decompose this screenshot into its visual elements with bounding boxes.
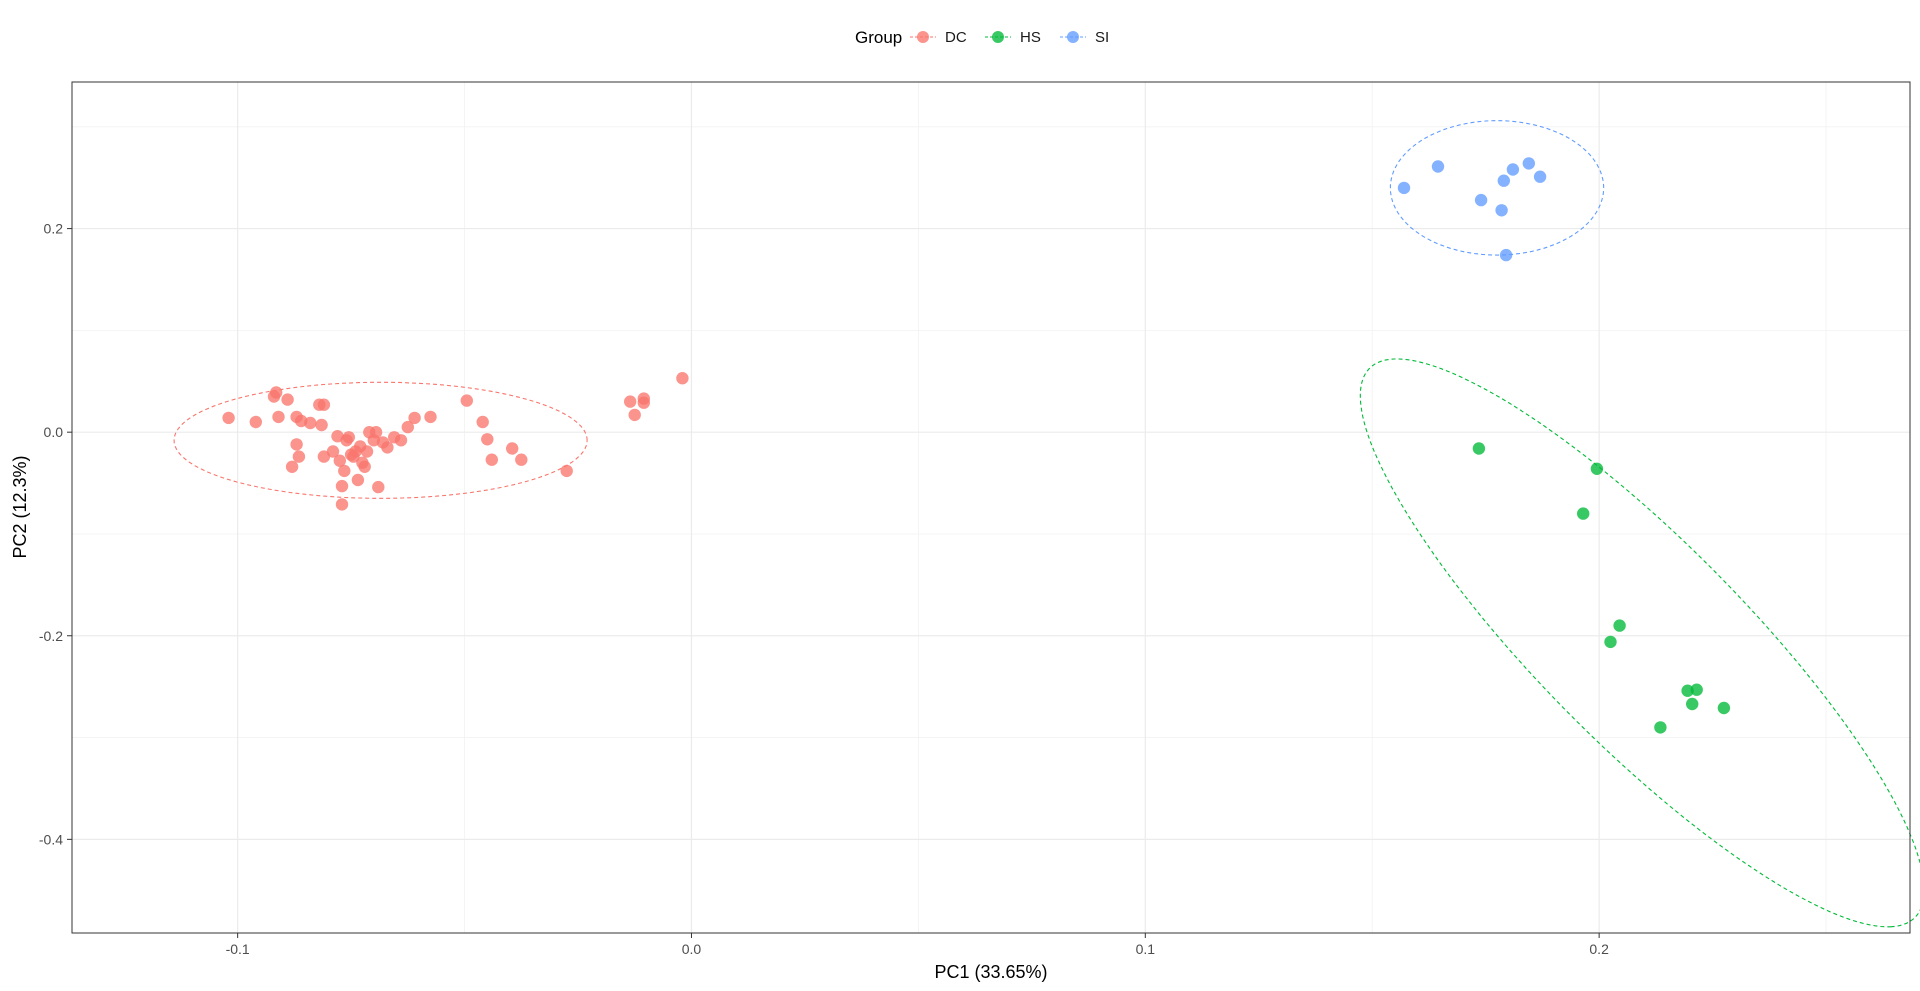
plot-border: [71, 81, 1911, 934]
series-hs: [1472, 442, 1731, 734]
x-tick-label: 0.2: [1589, 941, 1609, 957]
data-point-dc: [281, 393, 294, 406]
y-tick-label: 0.0: [44, 424, 64, 440]
data-point-dc: [369, 426, 383, 439]
legend-key-dot: [992, 31, 1004, 43]
data-point-si: [1397, 181, 1411, 195]
legend-item-dc: DC: [910, 29, 967, 46]
plot-panel: [72, 82, 1910, 933]
data-point-dc: [315, 418, 328, 432]
data-point-dc: [481, 433, 494, 446]
data-point-si: [1431, 160, 1445, 173]
data-point-dc: [342, 431, 355, 444]
grid-minor: [72, 82, 1910, 933]
data-point-dc: [360, 445, 374, 458]
data-point-hs: [1613, 619, 1626, 632]
data-point-dc: [272, 410, 285, 424]
data-point-si: [1499, 248, 1513, 262]
data-point-hs: [1604, 635, 1617, 649]
data-point-dc: [506, 442, 519, 455]
series-si: [1397, 157, 1547, 262]
data-point-dc: [292, 450, 306, 463]
data-point-hs: [1690, 683, 1703, 696]
ellipse-dc: [173, 381, 588, 499]
y-tick-label: 0.2: [44, 221, 64, 237]
legend-item-si: SI: [1060, 29, 1109, 46]
y-tick-label: -0.2: [39, 628, 63, 644]
legend-key-dot: [1067, 31, 1079, 43]
legend-title: Group: [855, 28, 902, 47]
data-point-dc: [476, 415, 489, 429]
x-tick-label: -0.1: [226, 941, 250, 957]
data-point-dc: [637, 396, 650, 409]
x-tick-label: 0.0: [682, 941, 702, 957]
data-point-dc: [408, 411, 421, 425]
data-point-dc: [358, 460, 371, 473]
data-point-dc: [460, 394, 473, 407]
ellipse-hs: [1359, 358, 1920, 928]
ellipse-si: [1389, 120, 1605, 256]
data-point-dc: [424, 410, 437, 424]
data-point-dc: [333, 454, 346, 467]
data-point-dc: [676, 372, 689, 385]
y-axis-ticks: -0.4 -0.2 0.0 0.2: [39, 221, 72, 847]
x-axis-ticks: -0.1 0.0 0.1 0.2: [226, 933, 1609, 957]
data-point-dc: [326, 445, 340, 458]
data-point-dc: [372, 480, 385, 494]
data-point-si: [1495, 204, 1508, 217]
data-point-dc: [285, 460, 299, 473]
legend: Group DC HS SI: [855, 28, 1109, 47]
data-point-dc: [249, 415, 262, 429]
y-tick-label: -0.4: [39, 831, 63, 847]
grid-major: [72, 82, 1910, 933]
data-point-dc: [222, 411, 235, 425]
confidence-ellipses: [173, 120, 1920, 928]
data-point-dc: [304, 416, 317, 430]
data-point-dc: [317, 450, 331, 463]
data-point-si: [1474, 193, 1488, 207]
data-point-dc: [317, 398, 331, 411]
x-tick-label: 0.1: [1136, 941, 1156, 957]
legend-item-hs: HS: [985, 29, 1041, 46]
legend-key-dot: [917, 31, 929, 43]
data-point-hs: [1681, 684, 1694, 697]
legend-label: SI: [1095, 29, 1109, 46]
legend-label: DC: [945, 29, 967, 46]
data-point-dc: [401, 420, 414, 434]
data-point-si: [1506, 163, 1520, 176]
data-point-dc: [351, 473, 365, 487]
data-points: [222, 157, 1731, 734]
data-point-hs: [1577, 507, 1590, 520]
data-point-dc: [628, 408, 641, 422]
data-point-hs: [1472, 442, 1486, 455]
data-point-dc: [335, 498, 349, 511]
data-point-dc: [624, 395, 637, 408]
x-axis-title: PC1 (33.65%): [934, 962, 1047, 982]
data-point-dc: [515, 453, 528, 466]
data-point-si: [1497, 174, 1511, 187]
data-point-dc: [381, 441, 394, 454]
data-point-hs: [1590, 462, 1604, 475]
data-point-dc: [485, 453, 498, 466]
data-point-hs: [1686, 697, 1699, 711]
data-point-hs: [1654, 721, 1667, 734]
legend-label: HS: [1020, 29, 1041, 46]
data-point-dc: [270, 386, 283, 399]
data-point-si: [1522, 157, 1536, 170]
data-point-dc: [560, 464, 573, 478]
y-axis-title: PC2 (12.3%): [10, 455, 30, 558]
legend-items: DC HS SI: [910, 29, 1109, 46]
series-dc: [222, 372, 689, 511]
data-point-hs: [1717, 701, 1731, 715]
data-point-dc: [394, 434, 408, 447]
data-point-dc: [335, 479, 349, 493]
data-point-dc: [290, 438, 303, 451]
data-point-dc: [338, 464, 351, 478]
data-point-si: [1533, 170, 1547, 183]
